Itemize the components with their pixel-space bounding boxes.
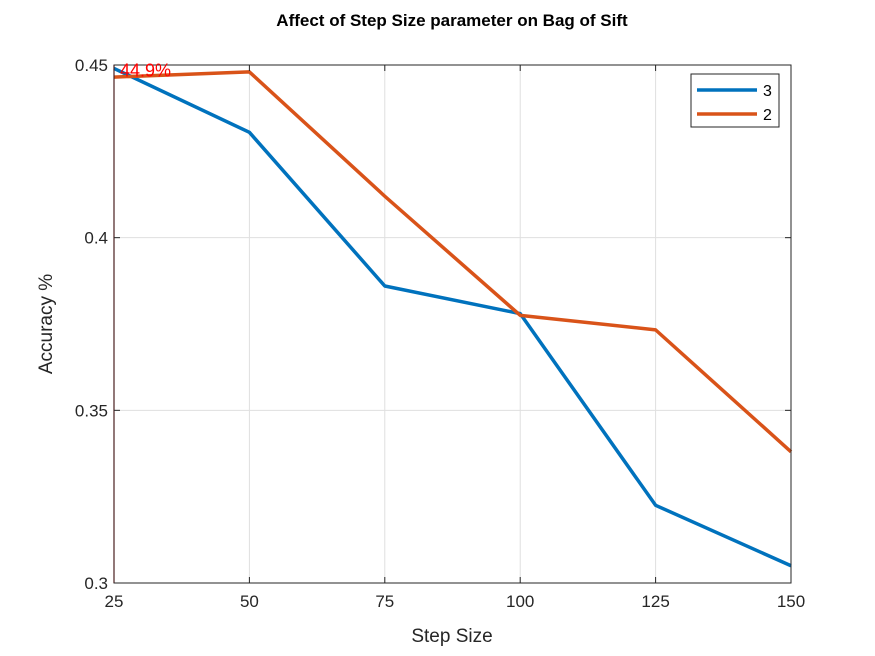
legend-label-3: 3: [763, 83, 772, 100]
series-line-2[interactable]: [113, 70, 793, 454]
legend-label-2: 2: [763, 107, 772, 124]
x-tick-labels: 25 50 75 100 125 150: [105, 592, 806, 611]
plot-area: [113, 64, 793, 584]
annotations: 44.9%: [120, 60, 171, 80]
legend[interactable]: 32: [690, 73, 780, 128]
chart-title: Affect of Step Size parameter on Bag of …: [276, 11, 628, 30]
x-tick-label: 50: [240, 592, 259, 611]
y-tick-label: 0.3: [84, 574, 108, 593]
x-tick-label: 25: [105, 592, 124, 611]
y-tick-label: 0.4: [84, 229, 108, 248]
x-tick-label: 125: [641, 592, 669, 611]
axes-background: [114, 65, 791, 583]
grid: [114, 65, 791, 583]
y-tick-labels: 0.3 0.35 0.4 0.45: [75, 56, 108, 593]
legend-items: 32: [697, 83, 772, 124]
legend-box: [690, 73, 780, 128]
axes-frame: [113, 64, 792, 584]
x-tick-label: 75: [375, 592, 394, 611]
ticks: [113, 64, 792, 584]
data-label-annotation: 44.9%: [120, 60, 171, 80]
x-tick-label: 150: [777, 592, 805, 611]
y-axis-label: Accuracy %: [36, 274, 57, 374]
x-tick-label: 100: [506, 592, 534, 611]
y-tick-label: 0.45: [75, 56, 108, 75]
series-lines: [113, 66, 793, 568]
series-line-3[interactable]: [113, 66, 792, 568]
x-axis-label: Step Size: [411, 626, 492, 647]
y-tick-label: 0.35: [75, 401, 108, 420]
